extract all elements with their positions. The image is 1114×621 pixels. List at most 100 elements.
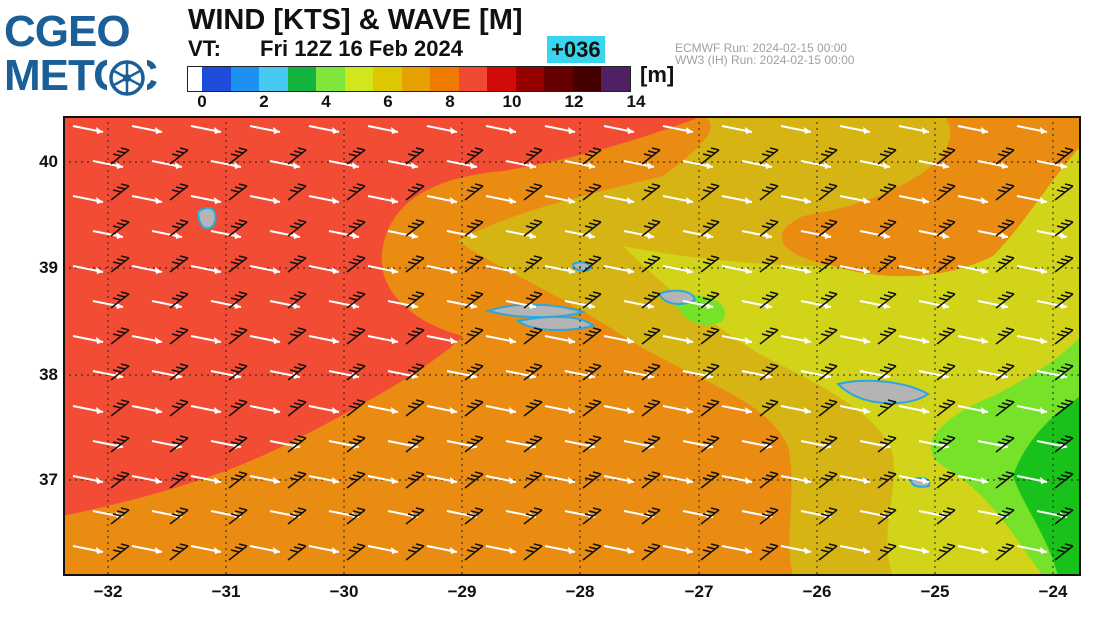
wind-barb xyxy=(405,291,425,309)
wave-arrow xyxy=(269,160,301,169)
logo-line-1: CGEO xyxy=(4,7,131,56)
wave-arrow xyxy=(623,300,655,309)
wave-arrow xyxy=(603,335,635,344)
wave-arrow xyxy=(190,545,222,554)
wind-barb xyxy=(877,291,897,309)
wave-arrow xyxy=(839,545,871,554)
longitude-tick-label: −29 xyxy=(447,582,477,601)
wind-barb xyxy=(228,399,248,417)
wave-arrow xyxy=(249,195,281,204)
wave-arrow xyxy=(328,160,360,169)
wind-barb xyxy=(169,219,189,237)
wave-arrow xyxy=(957,195,989,204)
wave-arrow xyxy=(898,335,930,344)
wave-arrow xyxy=(721,545,753,554)
wave-arrow xyxy=(485,405,517,414)
wave-arrow xyxy=(328,230,360,239)
wave-arrow xyxy=(92,160,124,169)
wave-arrow xyxy=(1016,405,1048,414)
colorbar-swatch xyxy=(316,67,345,91)
wave-arrow xyxy=(131,405,163,414)
wave-arrow xyxy=(190,475,222,484)
wave-arrow xyxy=(426,475,458,484)
wave-arrow xyxy=(249,265,281,274)
colorbar-swatch xyxy=(188,67,202,91)
wind-barb xyxy=(877,471,897,489)
wave-arrow xyxy=(72,405,104,414)
wave-arrow xyxy=(485,265,517,274)
wind-barb xyxy=(936,255,956,273)
wave-arrow xyxy=(977,230,1009,239)
wave-arrow xyxy=(387,230,419,239)
wind-barb xyxy=(346,435,366,453)
wind-barb xyxy=(582,327,602,345)
latitude-tick-label: 40 xyxy=(39,152,58,171)
wave-arrow xyxy=(1036,370,1068,379)
wind-barb xyxy=(405,363,425,381)
wind-barb xyxy=(464,147,484,165)
wave-arrow xyxy=(151,370,183,379)
wave-arrow xyxy=(426,335,458,344)
wind-barb xyxy=(700,507,720,525)
wind-barb xyxy=(287,147,307,165)
wind-barb xyxy=(582,255,602,273)
wind-barb xyxy=(287,363,307,381)
colorbar-swatch xyxy=(230,67,259,91)
wind-barb xyxy=(877,327,897,345)
wave-arrow xyxy=(682,300,714,309)
wind-barb xyxy=(523,255,543,273)
model-run-info: ECMWF Run: 2024-02-15 00:00 WW3 (IH) Run… xyxy=(675,42,854,66)
wave-arrow xyxy=(544,405,576,414)
wind-barb xyxy=(464,363,484,381)
wave-arrow xyxy=(741,300,773,309)
wind-barb xyxy=(936,147,956,165)
wind-barb xyxy=(110,363,130,381)
wave-arrow xyxy=(72,475,104,484)
wind-barb xyxy=(287,255,307,273)
wave-arrow xyxy=(131,125,163,134)
wave-arrow xyxy=(1016,125,1048,134)
wind-barb xyxy=(346,471,366,489)
wind-barb xyxy=(405,147,425,165)
wave-arrow xyxy=(544,195,576,204)
wave-arrow xyxy=(859,160,891,169)
wind-barb xyxy=(582,435,602,453)
colorbar-swatch xyxy=(601,67,630,91)
wind-barb xyxy=(1054,327,1074,345)
wind-barb xyxy=(936,435,956,453)
wave-arrow xyxy=(544,265,576,274)
wind-barb xyxy=(405,255,425,273)
wind-barb xyxy=(759,507,779,525)
wave-arrow xyxy=(92,230,124,239)
wave-arrow xyxy=(131,265,163,274)
wind-barb xyxy=(287,219,307,237)
colorbar-swatch xyxy=(259,67,288,91)
wave-arrow xyxy=(839,335,871,344)
wind-barb xyxy=(877,399,897,417)
wind-barb xyxy=(169,399,189,417)
wave-arrow xyxy=(662,405,694,414)
wind-barb xyxy=(228,255,248,273)
wave-arrow xyxy=(623,230,655,239)
wind-barb xyxy=(405,543,425,561)
wind-barb xyxy=(818,543,838,561)
wind-barb xyxy=(523,327,543,345)
wind-barb xyxy=(995,255,1015,273)
wind-barb xyxy=(287,291,307,309)
wind-barb xyxy=(582,291,602,309)
wind-barb xyxy=(877,363,897,381)
wave-arrow xyxy=(721,475,753,484)
wave-arrow xyxy=(190,335,222,344)
wind-barb xyxy=(936,471,956,489)
wind-barb xyxy=(287,507,307,525)
wave-arrow xyxy=(1016,475,1048,484)
wind-barb xyxy=(1054,255,1074,273)
wave-arrow xyxy=(564,300,596,309)
wind-barb xyxy=(641,147,661,165)
wind-barb xyxy=(759,363,779,381)
wave-arrow xyxy=(898,195,930,204)
wind-barb xyxy=(1054,363,1074,381)
wave-arrow xyxy=(682,370,714,379)
colorbar-tick-label: 6 xyxy=(383,92,393,111)
colorbar-tick-label: 8 xyxy=(445,92,455,111)
